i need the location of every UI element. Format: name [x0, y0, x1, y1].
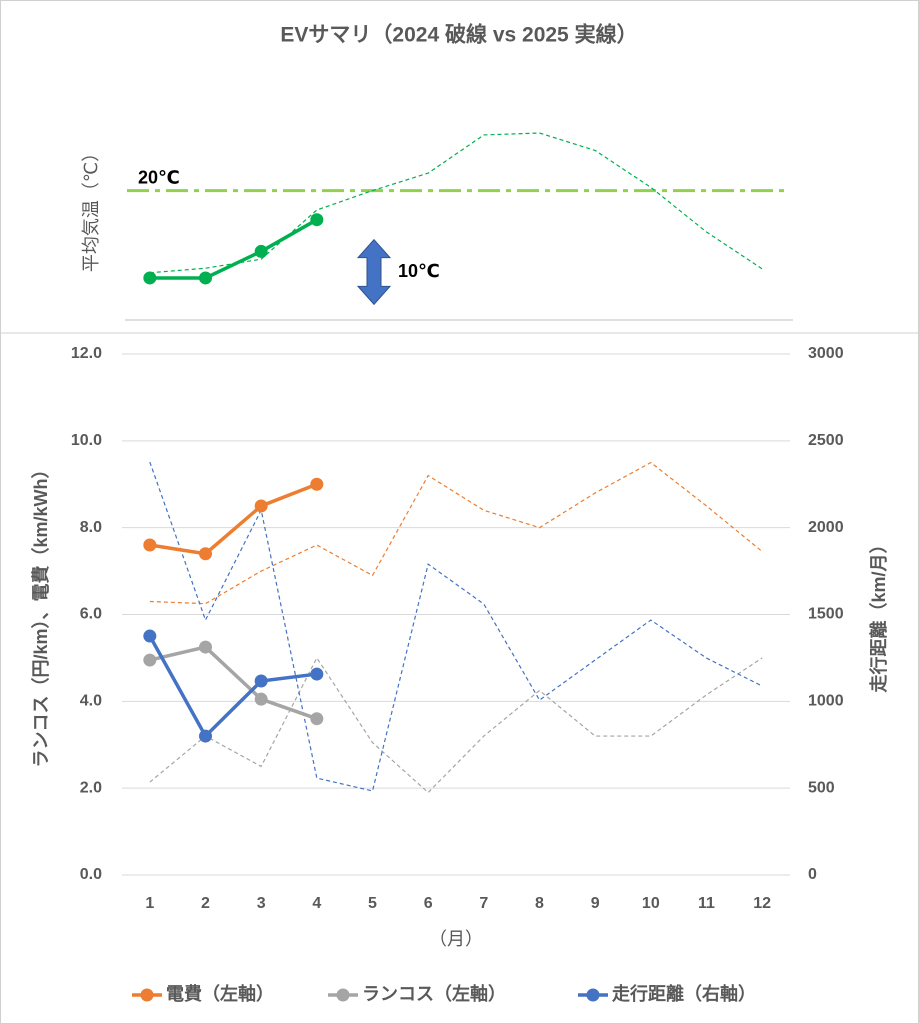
- x-tick-label: 3: [257, 895, 266, 912]
- marker: [310, 712, 324, 726]
- y-tick-label: 12.0: [71, 345, 102, 362]
- legend-marker: [336, 988, 350, 1002]
- line: [149, 645, 318, 721]
- x-axis-label: （月）: [429, 929, 483, 949]
- legend-label: 電費（左軸）: [166, 983, 274, 1004]
- y2-tick-label: 1000: [808, 693, 844, 710]
- marker: [254, 244, 268, 258]
- x-tick-label: 9: [591, 895, 600, 912]
- marker: [143, 629, 157, 643]
- y-axis-label: 平均気温（℃）: [81, 144, 101, 272]
- previous-line: [149, 656, 763, 794]
- y2-tick-label: 0: [808, 866, 817, 883]
- y-tick-label: 0.0: [80, 866, 102, 883]
- marker: [199, 271, 212, 285]
- x-tick-label: 6: [424, 895, 433, 912]
- marker: [143, 538, 157, 552]
- legend-marker: [586, 988, 600, 1002]
- y2-tick-label: 2500: [808, 432, 844, 449]
- marker: [254, 692, 268, 706]
- y-tick-label: 6.0: [80, 606, 102, 623]
- previous-line: [149, 461, 763, 792]
- x-tick-label: 12: [753, 895, 771, 912]
- chart-title: EVサマリ（2024 破線 vs 2025 実線）: [280, 23, 637, 47]
- x-tick-label: 5: [368, 895, 377, 912]
- x-tick-label: 2: [201, 895, 210, 912]
- marker: [199, 640, 212, 654]
- previous-line: [149, 132, 763, 274]
- x-tick-label: 1: [145, 895, 154, 912]
- line: [148, 635, 318, 739]
- y2-tick-label: 500: [808, 779, 835, 796]
- marker: [310, 213, 324, 227]
- x-tick-label: 4: [312, 895, 321, 912]
- previous-line: [149, 461, 763, 605]
- y-tick-label: 2.0: [80, 779, 102, 796]
- y2-tick-label: 3000: [808, 345, 844, 362]
- marker: [143, 653, 157, 667]
- y-tick-label: 8.0: [80, 519, 102, 536]
- line: [149, 218, 318, 280]
- marker: [310, 477, 324, 491]
- x-tick-label: 10: [642, 895, 660, 912]
- y2-tick-label: 2000: [808, 519, 844, 536]
- legend-label: 走行距離（右軸）: [612, 983, 756, 1004]
- x-tick-label: 7: [479, 895, 488, 912]
- arrow: [356, 238, 392, 306]
- y-axis-label: ランコス（円/km）、電費（km/kWh）: [30, 460, 51, 767]
- x-tick-label: 8: [535, 895, 544, 912]
- legend-marker: [140, 988, 154, 1002]
- y2-axis-label: 走行距離（km/月）: [868, 535, 889, 692]
- x-tick-label: 11: [698, 895, 715, 912]
- y2-tick-label: 1500: [808, 606, 844, 623]
- line: [149, 482, 318, 556]
- reference-label: 20℃: [138, 167, 180, 187]
- y-tick-label: 4.0: [80, 693, 102, 710]
- marker: [310, 667, 324, 681]
- marker: [199, 547, 212, 561]
- legend-label: ランコス（左軸）: [362, 983, 506, 1004]
- marker: [254, 499, 268, 513]
- marker: [199, 729, 212, 743]
- arrow-label: 10℃: [398, 261, 440, 281]
- y-tick-label: 10.0: [71, 432, 102, 449]
- marker: [143, 271, 157, 285]
- marker: [254, 674, 268, 688]
